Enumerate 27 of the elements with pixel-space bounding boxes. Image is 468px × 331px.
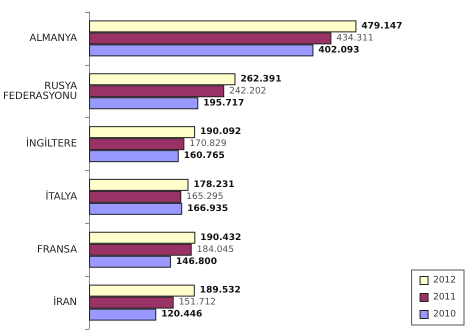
y-tick-label: FRANSA bbox=[37, 244, 78, 256]
data-label: 195.717 bbox=[203, 98, 244, 108]
y-tick-label: İRAN bbox=[53, 295, 78, 308]
data-label: 434.311 bbox=[336, 33, 374, 44]
y-tick-label: İNGİLTERE bbox=[26, 136, 78, 150]
data-label: 170.829 bbox=[189, 139, 227, 150]
data-label: 402.093 bbox=[318, 45, 360, 56]
data-label: 146.800 bbox=[176, 256, 217, 267]
data-label: 262.391 bbox=[240, 74, 282, 84]
data-label: 160.765 bbox=[184, 151, 225, 162]
data-label: 190.432 bbox=[200, 232, 242, 243]
legend-label: 2010 bbox=[433, 310, 456, 320]
data-label: 165.295 bbox=[186, 192, 224, 202]
data-label: 242.202 bbox=[229, 86, 266, 96]
data-label: 189.532 bbox=[200, 286, 241, 296]
data-label: 190.092 bbox=[200, 127, 242, 138]
data-label: 184.045 bbox=[196, 244, 234, 255]
y-tick-label: RUSYA FEDERASYONU bbox=[2, 80, 78, 102]
legend-label: 2011 bbox=[433, 292, 456, 302]
data-label: 166.935 bbox=[187, 204, 228, 214]
data-label: 120.446 bbox=[161, 310, 202, 320]
data-label: 479.147 bbox=[361, 21, 402, 32]
legend-label: 2012 bbox=[433, 276, 456, 286]
y-tick-label: İTALYA bbox=[46, 189, 78, 202]
data-label: 151.712 bbox=[178, 298, 216, 308]
y-tick-label: ALMANYA bbox=[30, 32, 78, 44]
data-label: 178.231 bbox=[194, 180, 234, 190]
